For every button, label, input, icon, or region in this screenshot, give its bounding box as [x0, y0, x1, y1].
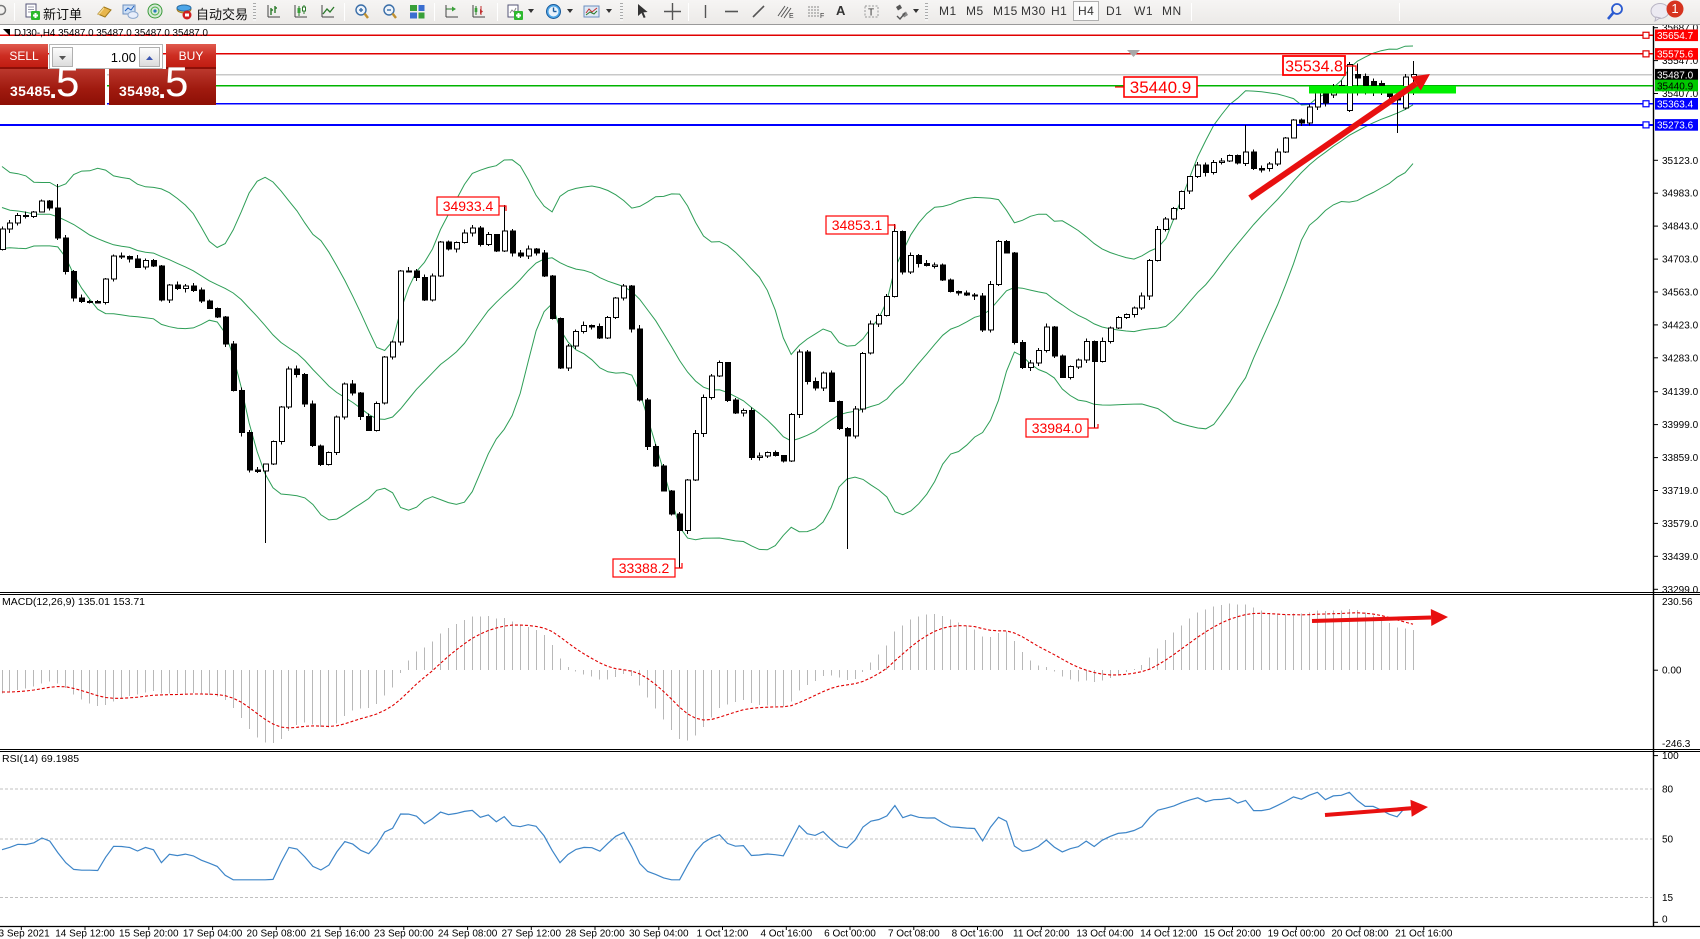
- svg-text:15 Oct 20:00: 15 Oct 20:00: [1204, 929, 1262, 939]
- svg-text:21 Sep 16:00: 21 Sep 16:00: [310, 929, 370, 939]
- svg-text:13 Sep 2021: 13 Sep 2021: [0, 929, 50, 939]
- svg-text:RSI(14) 69.1985: RSI(14) 69.1985: [2, 753, 79, 765]
- svg-text:14 Oct 12:00: 14 Oct 12:00: [1140, 929, 1198, 939]
- svg-text:20 Oct 08:00: 20 Oct 08:00: [1331, 929, 1389, 939]
- svg-text:F: F: [820, 13, 824, 20]
- svg-text:19 Oct 00:00: 19 Oct 00:00: [1268, 929, 1326, 939]
- svg-text:35123.0: 35123.0: [1662, 156, 1699, 167]
- svg-text:E: E: [789, 13, 794, 20]
- svg-text:0.00: 0.00: [1662, 666, 1682, 677]
- svg-text:14 Sep 12:00: 14 Sep 12:00: [55, 929, 115, 939]
- svg-text:DJ30-,H4 35487.0 35487.0 3548: DJ30-,H4 35487.0 35487.0 35487.0 35487.0: [14, 28, 208, 39]
- svg-text:35687.0: 35687.0: [1662, 23, 1699, 34]
- svg-text:35547.0: 35547.0: [1662, 56, 1699, 67]
- svg-text:-246.3: -246.3: [1662, 739, 1691, 750]
- svg-text:50: 50: [1662, 834, 1674, 845]
- svg-text:11 Oct 20:00: 11 Oct 20:00: [1013, 929, 1070, 939]
- svg-text:33439.0: 33439.0: [1662, 552, 1699, 563]
- svg-text:1: 1: [1671, 1, 1678, 16]
- svg-text:34843.0: 34843.0: [1662, 222, 1699, 233]
- svg-text:13 Oct 04:00: 13 Oct 04:00: [1076, 929, 1134, 939]
- svg-text:T: T: [868, 8, 874, 19]
- svg-text:35407.0: 35407.0: [1662, 89, 1699, 100]
- svg-text:35440.9: 35440.9: [1130, 78, 1191, 97]
- svg-text:33859.0: 33859.0: [1662, 453, 1699, 464]
- svg-text:35575.6: 35575.6: [1657, 50, 1694, 61]
- svg-text:27 Sep 12:00: 27 Sep 12:00: [502, 929, 562, 939]
- svg-text:MACD(12,26,9) 135.01 153.71: MACD(12,26,9) 135.01 153.71: [2, 596, 145, 608]
- svg-text:24 Sep 08:00: 24 Sep 08:00: [438, 929, 498, 939]
- svg-text:4 Oct 16:00: 4 Oct 16:00: [760, 929, 812, 939]
- svg-text:34283.0: 34283.0: [1662, 353, 1699, 364]
- svg-text:30 Sep 04:00: 30 Sep 04:00: [629, 929, 689, 939]
- svg-text:34139.0: 34139.0: [1662, 387, 1699, 398]
- svg-text:17 Sep 04:00: 17 Sep 04:00: [183, 929, 243, 939]
- svg-text:6 Oct 00:00: 6 Oct 00:00: [824, 929, 876, 939]
- svg-text:34933.4: 34933.4: [443, 198, 494, 214]
- svg-text:34853.1: 34853.1: [832, 217, 883, 233]
- svg-text:80: 80: [1662, 784, 1674, 795]
- svg-text:34423.0: 34423.0: [1662, 320, 1699, 331]
- svg-text:35654.7: 35654.7: [1657, 31, 1694, 42]
- svg-text:35487.0: 35487.0: [1657, 71, 1694, 82]
- svg-text:33999.0: 33999.0: [1662, 420, 1699, 431]
- svg-text:35534.8: 35534.8: [1285, 58, 1343, 75]
- svg-text:35363.4: 35363.4: [1657, 100, 1694, 111]
- svg-text:7 Oct 08:00: 7 Oct 08:00: [888, 929, 940, 939]
- svg-text:8 Oct 16:00: 8 Oct 16:00: [952, 929, 1004, 939]
- svg-text:33299.0: 33299.0: [1662, 585, 1699, 596]
- svg-text:0: 0: [1662, 915, 1668, 926]
- svg-text:33388.2: 33388.2: [619, 560, 670, 576]
- svg-text:35440.9: 35440.9: [1657, 81, 1694, 92]
- svg-text:21 Oct 16:00: 21 Oct 16:00: [1395, 929, 1453, 939]
- svg-text:34563.0: 34563.0: [1662, 288, 1699, 299]
- svg-text:20 Sep 08:00: 20 Sep 08:00: [247, 929, 307, 939]
- svg-text:35273.6: 35273.6: [1657, 121, 1694, 132]
- svg-text:230.56: 230.56: [1662, 597, 1693, 608]
- svg-text:34703.0: 34703.0: [1662, 255, 1699, 266]
- svg-text:100: 100: [1662, 751, 1679, 762]
- svg-text:34983.0: 34983.0: [1662, 189, 1699, 200]
- svg-text:15: 15: [1662, 893, 1674, 904]
- svg-text:33579.0: 33579.0: [1662, 519, 1699, 530]
- svg-text:23 Sep 00:00: 23 Sep 00:00: [374, 929, 434, 939]
- svg-text:15 Sep 20:00: 15 Sep 20:00: [119, 929, 179, 939]
- svg-text:28 Sep 20:00: 28 Sep 20:00: [565, 929, 625, 939]
- svg-text:1 Oct 12:00: 1 Oct 12:00: [697, 929, 749, 939]
- svg-text:33719.0: 33719.0: [1662, 486, 1699, 497]
- svg-text:33984.0: 33984.0: [1032, 420, 1083, 436]
